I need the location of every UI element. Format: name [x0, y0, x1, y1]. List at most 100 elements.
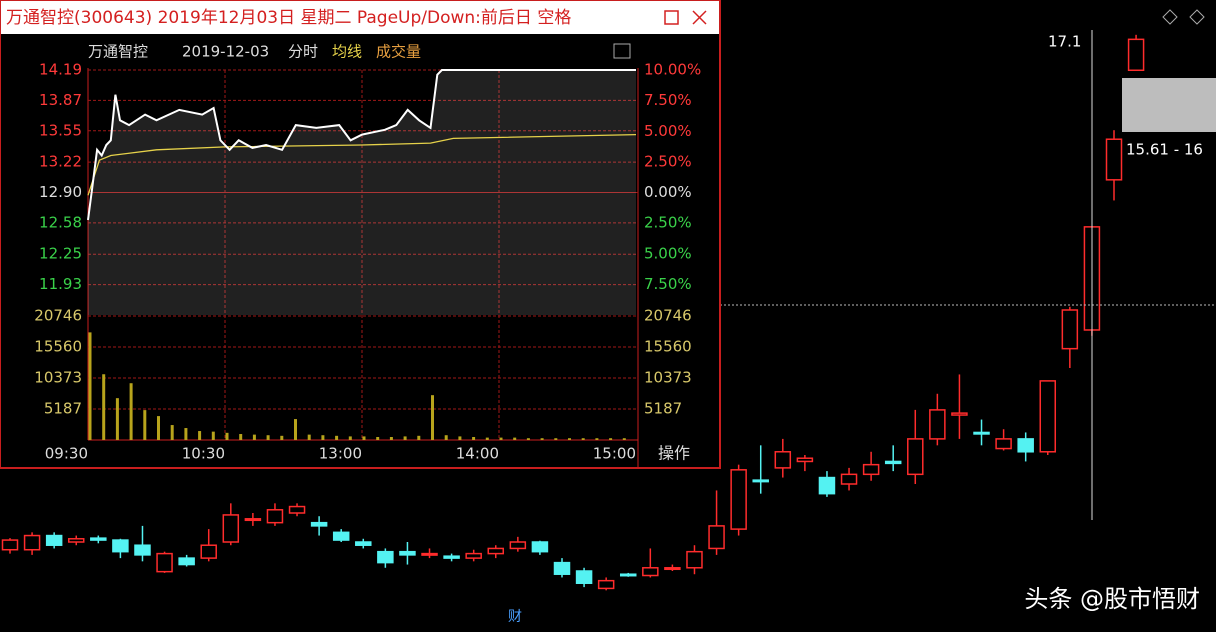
candle — [67, 535, 85, 546]
popup-window: 万通智控(300643) 2019年12月03日 星期二 PageUp/Down… — [0, 0, 721, 469]
candle-body — [90, 537, 107, 541]
candle-body — [664, 567, 681, 571]
pct-tick-label: 2.50% — [644, 152, 692, 170]
candle — [487, 545, 505, 559]
candle-body — [642, 567, 659, 577]
price-tick-label: 13.87 — [39, 91, 82, 109]
candle — [45, 532, 63, 549]
candle — [244, 513, 262, 526]
volume-tick-label: 10373 — [644, 369, 692, 387]
price-tick-label: 14.19 — [39, 61, 82, 79]
avg-label: 均线 — [332, 43, 362, 61]
candle-body — [951, 412, 968, 416]
candle-body — [840, 473, 858, 485]
candle — [907, 409, 924, 484]
price-tick-label: 12.58 — [39, 213, 82, 231]
candle-body — [443, 555, 460, 559]
candle — [642, 548, 659, 578]
candle-body — [487, 547, 505, 555]
candle-body — [862, 463, 880, 476]
candle — [222, 503, 240, 546]
tooltip-box — [1122, 78, 1216, 132]
candle — [862, 451, 880, 481]
candle-body — [222, 514, 240, 543]
pct-tick-label: 0.00% — [644, 183, 692, 201]
candle-body — [575, 570, 593, 584]
candle — [134, 525, 151, 562]
time-tick-label: 10:30 — [182, 445, 225, 463]
candle-body — [355, 541, 372, 546]
candle-body — [509, 541, 527, 550]
watermark: 头条 @股市悟财 — [1024, 585, 1200, 613]
candle — [443, 553, 460, 562]
candle — [156, 551, 173, 573]
candle — [332, 529, 350, 542]
icon — [1162, 9, 1178, 25]
candle — [200, 529, 217, 562]
volume-label: 成交量 — [376, 43, 421, 61]
price-tick-label: 12.25 — [39, 245, 82, 263]
candle — [951, 374, 968, 439]
volume-tick-label: 5187 — [44, 399, 82, 417]
candle — [708, 490, 725, 555]
volume-tick-label: 5187 — [644, 399, 682, 417]
candle — [597, 577, 615, 591]
candle-body — [531, 541, 549, 553]
candle — [509, 536, 527, 552]
daily-chart: 17.1 15.61 - 16 财 头条 @股市悟财 — [1, 9, 1216, 625]
price-tick-label: 12.90 — [39, 183, 82, 201]
pct-tick-label: 5.00% — [644, 122, 692, 140]
candle-body — [156, 552, 173, 573]
price-label: 15.61 - 16 — [1126, 141, 1203, 159]
candle — [23, 532, 41, 555]
candle — [1061, 306, 1079, 368]
candle — [288, 503, 306, 517]
candle-body — [1127, 38, 1145, 72]
candle-body — [796, 457, 814, 463]
candle-body — [884, 460, 902, 465]
pct-tick-label: 10.00% — [644, 61, 701, 79]
candle-body — [774, 451, 792, 469]
candle-body — [1061, 309, 1079, 350]
price-line — [87, 69, 636, 221]
candle — [973, 419, 990, 446]
candle-body — [686, 550, 703, 569]
candle — [377, 548, 394, 568]
volume-tick-label: 20746 — [644, 307, 692, 325]
candle — [1017, 432, 1034, 462]
tag: 财 — [508, 609, 522, 625]
candle-body — [134, 544, 151, 556]
time-tick-label: 09:30 — [45, 445, 88, 463]
candle-body — [1, 539, 19, 551]
icon[interactable] — [613, 43, 631, 59]
volume-tick-label: 20746 — [34, 307, 82, 325]
candle — [818, 471, 836, 497]
candle — [112, 538, 129, 559]
candle-body — [178, 557, 195, 566]
candle-body — [730, 469, 747, 530]
candle — [355, 538, 372, 549]
candle-body — [266, 509, 284, 524]
candle-body — [973, 431, 990, 435]
candle-body — [752, 479, 769, 483]
pct-tick-label: 5.00% — [644, 244, 692, 262]
candle-body — [244, 518, 262, 522]
action-button[interactable]: 操作 — [658, 444, 690, 463]
maximize-button[interactable] — [664, 10, 679, 25]
candle-body — [310, 521, 328, 527]
close-button[interactable] — [692, 10, 707, 25]
candle-body — [45, 534, 63, 546]
candle-body — [708, 525, 725, 550]
candle — [178, 554, 195, 567]
volume-tick-label: 10373 — [34, 369, 82, 387]
candle-body — [465, 552, 482, 559]
candle-body — [1105, 138, 1123, 181]
time-tick-label: 14:00 — [456, 445, 499, 463]
candle-body — [332, 531, 350, 541]
time-tick-label: 15:00 — [593, 445, 636, 463]
candle — [1039, 380, 1057, 455]
candle — [730, 464, 747, 536]
price-tick-label: 13.55 — [39, 121, 82, 139]
